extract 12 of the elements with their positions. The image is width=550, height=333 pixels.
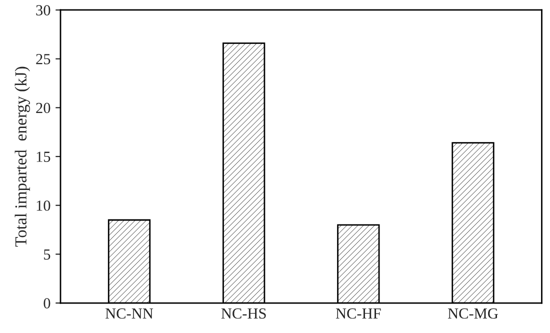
y-tick-label: 15 xyxy=(36,152,50,162)
x-tick-label: NC-HF xyxy=(336,308,381,319)
x-tick-label: NC-MG xyxy=(448,308,498,319)
y-tick-label: 25 xyxy=(36,54,50,64)
y-tick-label: 30 xyxy=(36,5,50,16)
y-tick-label: 20 xyxy=(36,102,50,114)
y-tick-label: 10 xyxy=(36,200,50,211)
x-tick-label: NC-HS xyxy=(221,308,266,319)
y-tick-label: 0 xyxy=(44,298,50,308)
y-axis-title: Total imparted energy (kJ) xyxy=(14,66,30,247)
x-tick-label: NC-NN xyxy=(106,308,154,319)
y-tick-label: 5 xyxy=(44,249,50,260)
